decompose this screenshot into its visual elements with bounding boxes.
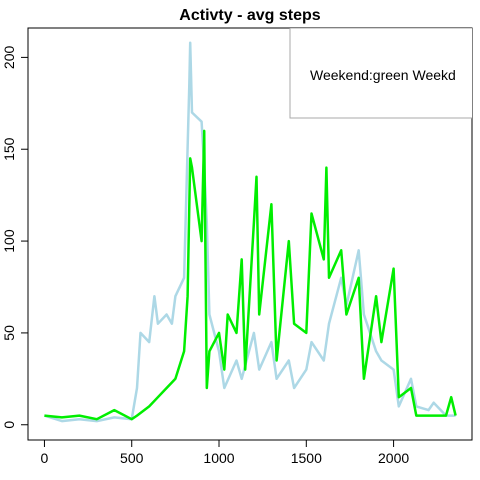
y-tick-label: 100 <box>1 229 17 253</box>
legend-text: Weekend:green Weekd <box>310 67 456 83</box>
y-tick-label: 150 <box>1 137 17 161</box>
plot-area <box>44 41 457 423</box>
chart-title: Activty - avg steps <box>179 7 320 24</box>
x-tick-label: 0 <box>41 450 49 466</box>
x-tick-label: 1500 <box>291 450 322 466</box>
x-tick-label: 2000 <box>378 450 409 466</box>
legend-box <box>289 28 472 119</box>
line-series <box>44 129 457 421</box>
y-tick-label: 200 <box>1 45 17 69</box>
x-tick-label: 1000 <box>203 450 234 466</box>
legend: Weekend:green Weekd <box>289 28 472 119</box>
y-tick-label: 0 <box>1 421 17 429</box>
plot-frame <box>27 27 473 441</box>
line-series <box>44 41 456 423</box>
y-tick-label: 50 <box>1 325 17 341</box>
x-tick-label: 500 <box>120 450 144 466</box>
